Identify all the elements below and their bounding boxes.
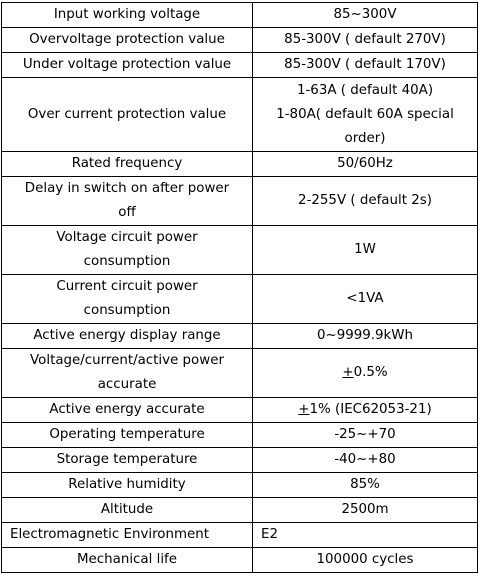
spec-value: 85~300V — [252, 2, 478, 28]
spec-value: 2500m — [252, 497, 478, 523]
spec-name-line: consumption — [83, 303, 171, 318]
plus-minus-sign: + — [298, 402, 310, 417]
spec-value: <1VA — [252, 274, 478, 324]
spec-value: 2-255V ( default 2s) — [252, 176, 478, 226]
spec-name: Current circuit power consumption — [1, 274, 253, 324]
spec-name-line: off — [118, 205, 136, 220]
table-row: Relative humidity 85% — [1, 472, 478, 498]
spec-value: 85-300V ( default 170V) — [252, 52, 478, 78]
table-row: Current circuit power consumption <1VA — [1, 274, 478, 324]
spec-name: Input working voltage — [1, 2, 253, 28]
table-row: Delay in switch on after power off 2-255… — [1, 176, 478, 226]
spec-name: Operating temperature — [1, 422, 253, 448]
spec-value: -40~+80 — [252, 447, 478, 473]
spec-name: Voltage/current/active power accurate — [1, 348, 253, 398]
table-row: Under voltage protection value 85-300V (… — [1, 52, 478, 78]
spec-value: 100000 cycles — [252, 547, 478, 573]
table-row: Voltage circuit power consumption 1W — [1, 225, 478, 275]
table-row: Operating temperature -25~+70 — [1, 422, 478, 448]
spec-value: +0.5% — [252, 348, 478, 398]
table-row: Over current protection value 1-63A ( de… — [1, 77, 478, 152]
spec-name: Relative humidity — [1, 472, 253, 498]
spec-value: 1W — [252, 225, 478, 275]
spec-name: Active energy display range — [1, 323, 253, 349]
spec-name-line: Current circuit power — [56, 279, 198, 294]
spec-name: Altitude — [1, 497, 253, 523]
spec-name: Over current protection value — [1, 77, 253, 152]
spec-value-line: order) — [344, 130, 386, 146]
spec-value: 0~9999.9kWh — [252, 323, 478, 349]
spec-name: Overvoltage protection value — [1, 27, 253, 53]
table-row: Voltage/current/active power accurate +0… — [1, 348, 478, 398]
spec-name: Active energy accurate — [1, 397, 253, 423]
spec-value: +1% (IEC62053-21) — [252, 397, 478, 423]
spec-value: 85% — [252, 472, 478, 498]
table-row: Electromagnetic Environment E2 — [1, 522, 478, 548]
spec-name: Delay in switch on after power off — [1, 176, 253, 226]
spec-name: Rated frequency — [1, 151, 253, 177]
spec-name-line: consumption — [83, 254, 171, 269]
table-row: Altitude 2500m — [1, 497, 478, 523]
spec-name-line: Voltage circuit power — [56, 230, 198, 245]
spec-name-line: Delay in switch on after power — [24, 181, 230, 196]
table-row: Active energy accurate +1% (IEC62053-21) — [1, 397, 478, 423]
spec-value-line: 1-63A ( default 40A) — [296, 82, 434, 98]
spec-name: Voltage circuit power consumption — [1, 225, 253, 275]
table-row: Storage temperature -40~+80 — [1, 447, 478, 473]
spec-value: 50/60Hz — [252, 151, 478, 177]
spec-name-line: Voltage/current/active power — [30, 353, 224, 368]
spec-value: -25~+70 — [252, 422, 478, 448]
spec-name: Storage temperature — [1, 447, 253, 473]
spec-name: Under voltage protection value — [1, 52, 253, 78]
table-row: Mechanical life 100000 cycles — [1, 547, 478, 573]
spec-value-text: 0.5% — [353, 365, 388, 380]
spec-value-text: 1% (IEC62053-21) — [309, 402, 432, 417]
spec-value: 85-300V ( default 270V) — [252, 27, 478, 53]
spec-name: Mechanical life — [1, 547, 253, 573]
plus-minus-sign: + — [342, 365, 354, 380]
spec-name-line: accurate — [97, 377, 157, 392]
table-row: Overvoltage protection value 85-300V ( d… — [1, 27, 478, 53]
table-row: Rated frequency 50/60Hz — [1, 151, 478, 177]
table-row: Input working voltage 85~300V — [1, 2, 478, 28]
spec-value-line: 1-80A( default 60A special — [276, 106, 454, 122]
spec-value: E2 — [252, 522, 478, 548]
spec-name: Electromagnetic Environment — [1, 522, 253, 548]
spec-value: 1-63A ( default 40A) 1-80A( default 60A … — [252, 77, 478, 152]
table-row: Active energy display range 0~9999.9kWh — [1, 323, 478, 349]
